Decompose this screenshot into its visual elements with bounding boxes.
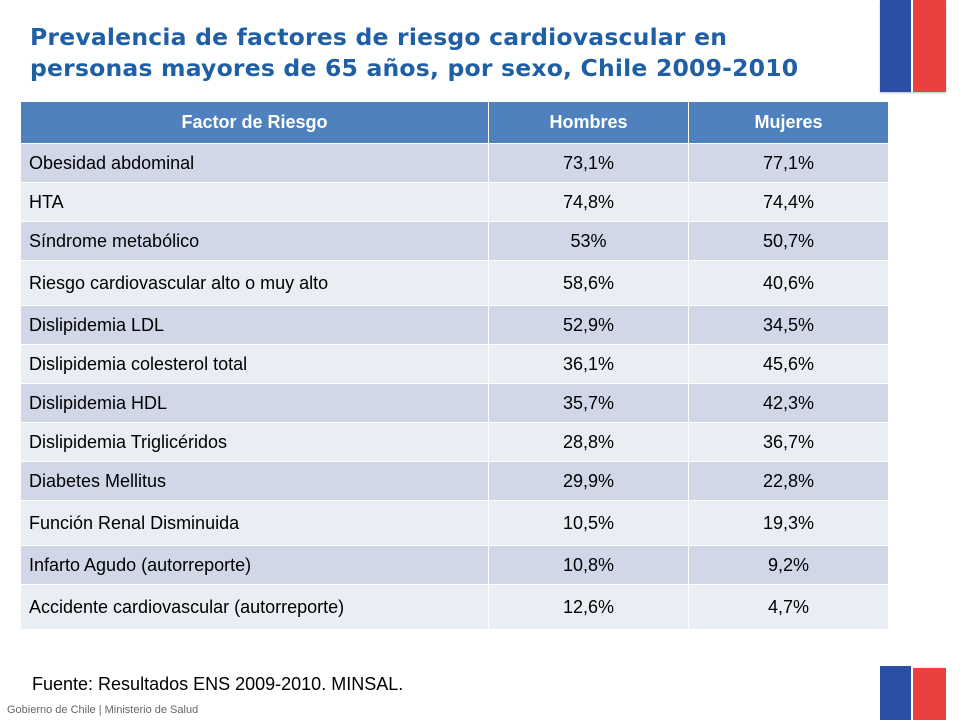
- cell-mujeres: 22,8%: [688, 461, 889, 501]
- cell-factor: Obesidad abdominal: [20, 143, 489, 183]
- cell-factor: Dislipidemia colesterol total: [20, 344, 489, 384]
- page-title-line-1: Prevalencia de factores de riesgo cardio…: [30, 23, 728, 51]
- cell-factor: Síndrome metabólico: [20, 221, 489, 261]
- chile-flag-logo-bottom: [880, 666, 946, 720]
- cell-hombres: 10,5%: [488, 500, 689, 546]
- table-row: Dislipidemia colesterol total 36,1% 45,6…: [20, 344, 889, 384]
- cell-hombres: 35,7%: [488, 383, 689, 423]
- page-title: Prevalencia de factores de riesgo cardio…: [30, 22, 890, 84]
- flag-red-stripe: [913, 666, 946, 720]
- table-row: Obesidad abdominal 73,1% 77,1%: [20, 143, 889, 183]
- cell-factor: Dislipidemia HDL: [20, 383, 489, 423]
- cell-mujeres: 50,7%: [688, 221, 889, 261]
- footer-credit: Gobierno de Chile | Ministerio de Salud: [7, 704, 199, 716]
- cell-mujeres: 42,3%: [688, 383, 889, 423]
- cell-factor: HTA: [20, 182, 489, 222]
- table-row: Función Renal Disminuida 10,5% 19,3%: [20, 500, 889, 546]
- flag-red-stripe: [913, 0, 946, 92]
- cell-factor: Diabetes Mellitus: [20, 461, 489, 501]
- risk-factor-table: Factor de Riesgo Hombres Mujeres Obesida…: [20, 101, 889, 630]
- cell-hombres: 29,9%: [488, 461, 689, 501]
- cell-hombres: 53%: [488, 221, 689, 261]
- table-row: Diabetes Mellitus 29,9% 22,8%: [20, 461, 889, 501]
- flag-blue-stripe: [880, 666, 911, 720]
- cell-factor: Infarto Agudo (autorreporte): [20, 545, 489, 585]
- table-row: HTA 74,8% 74,4%: [20, 182, 889, 222]
- flag-blue-stripe: [880, 0, 911, 92]
- cell-hombres: 58,6%: [488, 260, 689, 306]
- cell-hombres: 73,1%: [488, 143, 689, 183]
- source-note: Fuente: Resultados ENS 2009-2010. MINSAL…: [32, 674, 403, 695]
- cell-hombres: 36,1%: [488, 344, 689, 384]
- cell-factor: Función Renal Disminuida: [20, 500, 489, 546]
- cell-mujeres: 45,6%: [688, 344, 889, 384]
- table-row: Dislipidemia LDL 52,9% 34,5%: [20, 305, 889, 345]
- header-mujeres: Mujeres: [688, 101, 889, 144]
- cell-mujeres: 40,6%: [688, 260, 889, 306]
- source-text: : Resultados ENS 2009-2010. MINSAL.: [88, 674, 404, 694]
- cell-hombres: 52,9%: [488, 305, 689, 345]
- table-header-row: Factor de Riesgo Hombres Mujeres: [20, 101, 889, 144]
- cell-mujeres: 77,1%: [688, 143, 889, 183]
- cell-factor: Dislipidemia LDL: [20, 305, 489, 345]
- cell-mujeres: 19,3%: [688, 500, 889, 546]
- cell-hombres: 74,8%: [488, 182, 689, 222]
- cell-mujeres: 74,4%: [688, 182, 889, 222]
- table-row: Dislipidemia Triglicéridos 28,8% 36,7%: [20, 422, 889, 462]
- cell-factor: Accidente cardiovascular (autorreporte): [20, 584, 489, 630]
- table-row: Síndrome metabólico 53% 50,7%: [20, 221, 889, 261]
- chile-flag-logo-top: [880, 0, 946, 92]
- table-row: Infarto Agudo (autorreporte) 10,8% 9,2%: [20, 545, 889, 585]
- cell-hombres: 28,8%: [488, 422, 689, 462]
- table-row: Accidente cardiovascular (autorreporte) …: [20, 584, 889, 630]
- cell-mujeres: 34,5%: [688, 305, 889, 345]
- cell-mujeres: 4,7%: [688, 584, 889, 630]
- cell-hombres: 10,8%: [488, 545, 689, 585]
- table-row: Riesgo cardiovascular alto o muy alto 58…: [20, 260, 889, 306]
- header-hombres: Hombres: [488, 101, 689, 144]
- cell-hombres: 12,6%: [488, 584, 689, 630]
- header-factor: Factor de Riesgo: [20, 101, 489, 144]
- cell-mujeres: 9,2%: [688, 545, 889, 585]
- cell-factor: Riesgo cardiovascular alto o muy alto: [20, 260, 489, 306]
- table-row: Dislipidemia HDL 35,7% 42,3%: [20, 383, 889, 423]
- cell-mujeres: 36,7%: [688, 422, 889, 462]
- cell-factor: Dislipidemia Triglicéridos: [20, 422, 489, 462]
- page-title-line-2: personas mayores de 65 años, por sexo, C…: [30, 54, 799, 82]
- source-label: Fuente: [32, 674, 89, 694]
